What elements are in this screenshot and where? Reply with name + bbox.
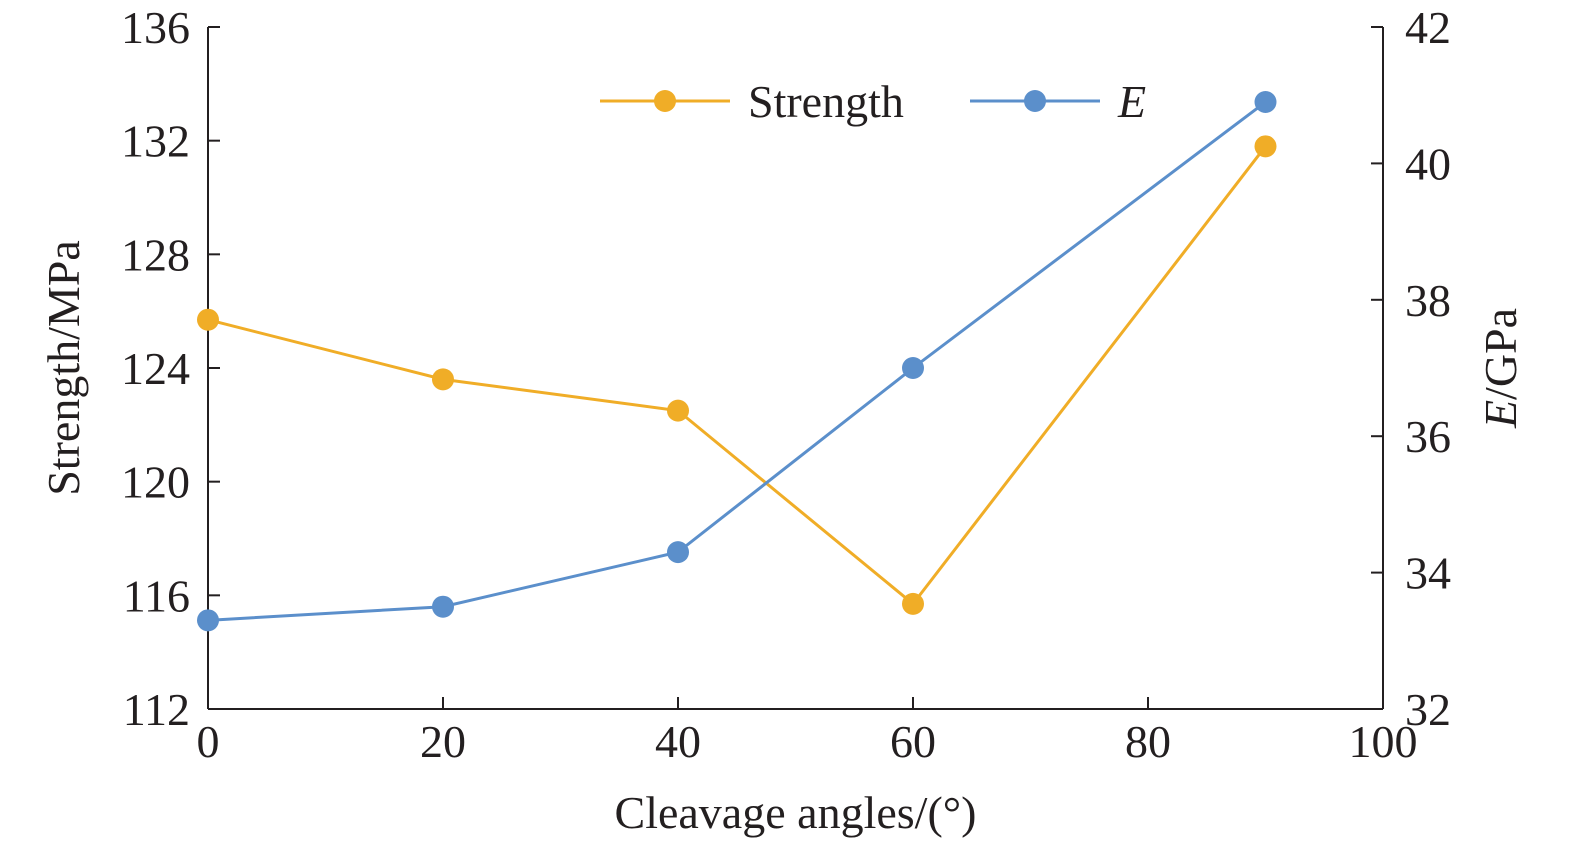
y-right-tick-label: 34 xyxy=(1405,548,1451,599)
x-tick-label: 80 xyxy=(1125,716,1171,767)
y-right-tick-label: 42 xyxy=(1405,2,1451,53)
y-left-tick-label: 128 xyxy=(121,229,190,280)
data-point xyxy=(902,592,924,615)
y-axis-left-title: Strength/MPa xyxy=(38,240,89,496)
data-point xyxy=(432,595,454,618)
x-tick-label: 0 xyxy=(197,716,220,767)
legend-label: Strength xyxy=(748,76,904,127)
data-point xyxy=(197,308,219,331)
data-point xyxy=(1254,135,1277,158)
legend-marker xyxy=(1024,90,1046,112)
y-axis-right-title-unit: /GPa xyxy=(1475,308,1526,400)
x-axis-title: Cleavage angles/(°) xyxy=(615,787,977,838)
legend-label: E xyxy=(1117,76,1146,127)
y-left-tick-label: 124 xyxy=(121,343,190,394)
y-left-tick-label: 136 xyxy=(121,2,190,53)
series-e xyxy=(197,91,1277,632)
legend-item-e: E xyxy=(970,76,1146,127)
data-point xyxy=(197,609,219,632)
y-right-tick-label: 38 xyxy=(1405,275,1451,326)
y-left-tick-label: 132 xyxy=(121,116,190,167)
series-line xyxy=(207,145,1267,607)
data-point xyxy=(667,541,689,564)
series-layer xyxy=(197,91,1277,632)
axis-titles: Cleavage angles/(°) Strength/MPa E/GPa xyxy=(38,240,1526,838)
y-left-tick-label: 112 xyxy=(123,684,190,735)
data-point xyxy=(902,357,924,379)
y-left-tick-label: 116 xyxy=(123,570,190,621)
y-right-tick-label: 40 xyxy=(1405,138,1451,189)
data-point xyxy=(1254,91,1277,114)
x-tick-label: 60 xyxy=(890,716,936,767)
legend-marker xyxy=(654,90,676,112)
y-right-tick-label: 32 xyxy=(1405,684,1451,735)
x-tick-label: 40 xyxy=(655,716,701,767)
legend-item-strength: Strength xyxy=(600,76,904,127)
axes: 0 20 40 60 80 100 112 116 120 124 128 132 136 32 34 36 3… xyxy=(121,2,1451,767)
data-point xyxy=(667,399,689,422)
y-left-tick-label: 120 xyxy=(121,457,190,508)
data-point xyxy=(432,368,454,391)
x-tick-label: 20 xyxy=(420,716,466,767)
x-tick-label: 100 xyxy=(1349,716,1418,767)
y-axis-right-title-symbol: E xyxy=(1475,400,1526,429)
legend: Strength E xyxy=(600,76,1146,127)
y-right-tick-label: 36 xyxy=(1405,411,1451,462)
y-axis-right-title: E/GPa xyxy=(1475,308,1526,429)
series-strength xyxy=(197,135,1277,615)
